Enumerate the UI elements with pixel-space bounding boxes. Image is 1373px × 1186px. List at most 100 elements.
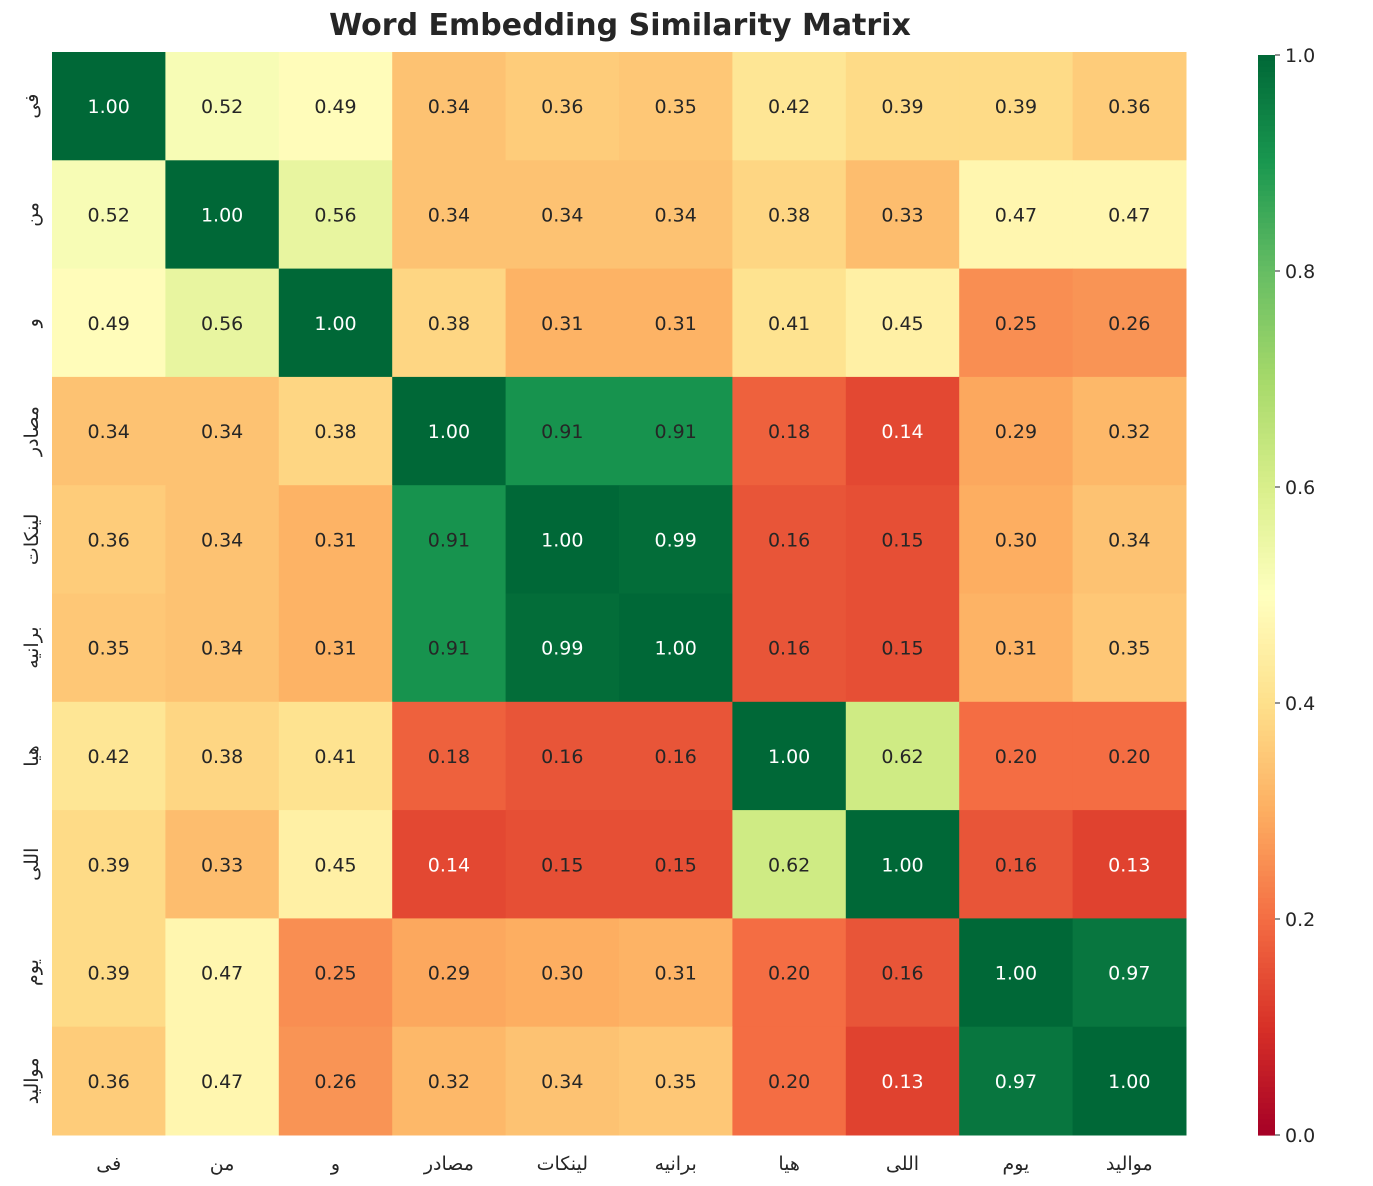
- heatmap-cell: [732, 593, 847, 703]
- heatmap-cell: [1072, 485, 1187, 594]
- cell-value-label: 0.45: [881, 313, 923, 335]
- x-tick-label: فى: [96, 1153, 121, 1175]
- heatmap-cell: [52, 268, 166, 378]
- heatmap-cell: [505, 485, 620, 594]
- colorbar-tick-label: 0.8: [1285, 261, 1315, 283]
- heatmap-cell: [278, 376, 393, 486]
- colorbar-segment: [1258, 875, 1275, 882]
- cell-value-label: 0.15: [541, 854, 583, 876]
- heatmap-cell: [392, 918, 507, 1028]
- colorbar-segment: [1258, 670, 1275, 677]
- heatmap-cell: [165, 701, 280, 811]
- colorbar-segment: [1258, 870, 1275, 877]
- cell-value-label: 0.20: [995, 746, 1037, 768]
- heatmap-cell: [165, 810, 280, 919]
- colorbar-segment: [1258, 389, 1275, 396]
- colorbar-segment: [1258, 713, 1275, 720]
- heatmap-cell: [505, 160, 620, 270]
- heatmap-cell: [52, 701, 166, 811]
- colorbar-segment: [1258, 562, 1275, 569]
- colorbar-segment: [1258, 794, 1275, 801]
- cell-value-label: 0.14: [881, 421, 923, 443]
- cell-value-label: 0.39: [88, 963, 130, 985]
- colorbar-segment: [1258, 1124, 1275, 1131]
- colorbar-segment: [1258, 1027, 1275, 1033]
- colorbar-segment: [1258, 373, 1275, 380]
- cell-value-label: 0.91: [428, 529, 470, 551]
- cell-value-label: 0.34: [428, 96, 470, 118]
- colorbar-segment: [1258, 821, 1275, 828]
- cell-value-label: 0.34: [428, 204, 470, 226]
- cell-value-label: 0.91: [541, 421, 583, 443]
- cell-value-label: 0.31: [655, 963, 697, 985]
- cell-value-label: 0.39: [995, 96, 1037, 118]
- colorbar-segment: [1258, 449, 1275, 456]
- colorbar-segment: [1258, 308, 1275, 315]
- colorbar-segment: [1258, 55, 1275, 61]
- colorbar-segment: [1258, 114, 1275, 121]
- y-tick-label: و: [21, 318, 43, 328]
- colorbar-segment: [1258, 416, 1275, 423]
- colorbar-segment: [1258, 481, 1275, 488]
- cell-value-label: 1.00: [428, 421, 470, 443]
- colorbar-segment: [1258, 362, 1275, 369]
- colorbar-segment: [1258, 611, 1275, 618]
- colorbar-segment: [1258, 352, 1275, 358]
- colorbar-segment: [1258, 703, 1275, 709]
- colorbar-segment: [1258, 778, 1275, 785]
- heatmap-cell: [1072, 918, 1187, 1028]
- colorbar-segment: [1258, 686, 1275, 693]
- cell-value-label: 0.14: [428, 854, 470, 876]
- cell-value-label: 1.00: [655, 638, 697, 660]
- y-tick-label: لينكات: [21, 514, 43, 565]
- heatmap-cell: [619, 918, 733, 1028]
- cell-value-label: 0.38: [201, 746, 243, 768]
- colorbar-segment: [1258, 676, 1275, 682]
- colorbar-tick-label: 0.6: [1285, 477, 1315, 499]
- heatmap-cell: [392, 485, 507, 594]
- heatmap-cell: [392, 376, 507, 486]
- colorbar-segment: [1258, 605, 1275, 612]
- colorbar-segment: [1258, 913, 1275, 920]
- colorbar-segment: [1258, 65, 1275, 72]
- cell-value-label: 0.38: [768, 204, 810, 226]
- colorbar-segment: [1258, 92, 1275, 99]
- colorbar-segment: [1258, 314, 1275, 321]
- heatmap-cell: [278, 701, 393, 811]
- colorbar-segment: [1258, 535, 1275, 542]
- cell-value-label: 0.20: [1108, 746, 1150, 768]
- cell-value-label: 0.34: [201, 529, 243, 551]
- colorbar-segment: [1258, 1118, 1275, 1125]
- colorbar-segment: [1258, 1043, 1275, 1050]
- cell-value-label: 0.16: [881, 963, 923, 985]
- cell-value-label: 0.35: [655, 1071, 697, 1093]
- heatmap-cell: [732, 485, 847, 594]
- colorbar-segment: [1258, 762, 1275, 769]
- colorbar-segment: [1258, 740, 1275, 747]
- cell-value-label: 0.36: [88, 529, 130, 551]
- colorbar-segment: [1258, 244, 1275, 250]
- colorbar-segment: [1258, 298, 1275, 304]
- heatmap-cell: [732, 52, 847, 161]
- colorbar-segment: [1258, 368, 1275, 375]
- heatmap-cell: [845, 160, 960, 270]
- cell-value-label: 0.41: [768, 313, 810, 335]
- colorbar-segment: [1258, 87, 1275, 94]
- y-tick-label: اللى: [21, 848, 43, 881]
- y-tick-label: هيا: [21, 745, 43, 767]
- colorbar-segment: [1258, 1091, 1275, 1098]
- cell-value-label: 0.16: [768, 638, 810, 660]
- colorbar-segment: [1258, 816, 1275, 823]
- colorbar-segment: [1258, 384, 1275, 391]
- colorbar-segment: [1258, 443, 1275, 450]
- colorbar-segment: [1258, 681, 1275, 688]
- colorbar-segment: [1258, 832, 1275, 839]
- colorbar-segment: [1258, 973, 1275, 979]
- cell-value-label: 0.32: [1108, 421, 1150, 443]
- cell-value-label: 0.34: [1108, 529, 1150, 551]
- cell-value-label: 0.91: [428, 638, 470, 660]
- heatmap-cell: [505, 268, 620, 378]
- colorbar-segment: [1258, 892, 1275, 898]
- heatmap-cell: [732, 918, 847, 1028]
- colorbar-segment: [1258, 222, 1275, 229]
